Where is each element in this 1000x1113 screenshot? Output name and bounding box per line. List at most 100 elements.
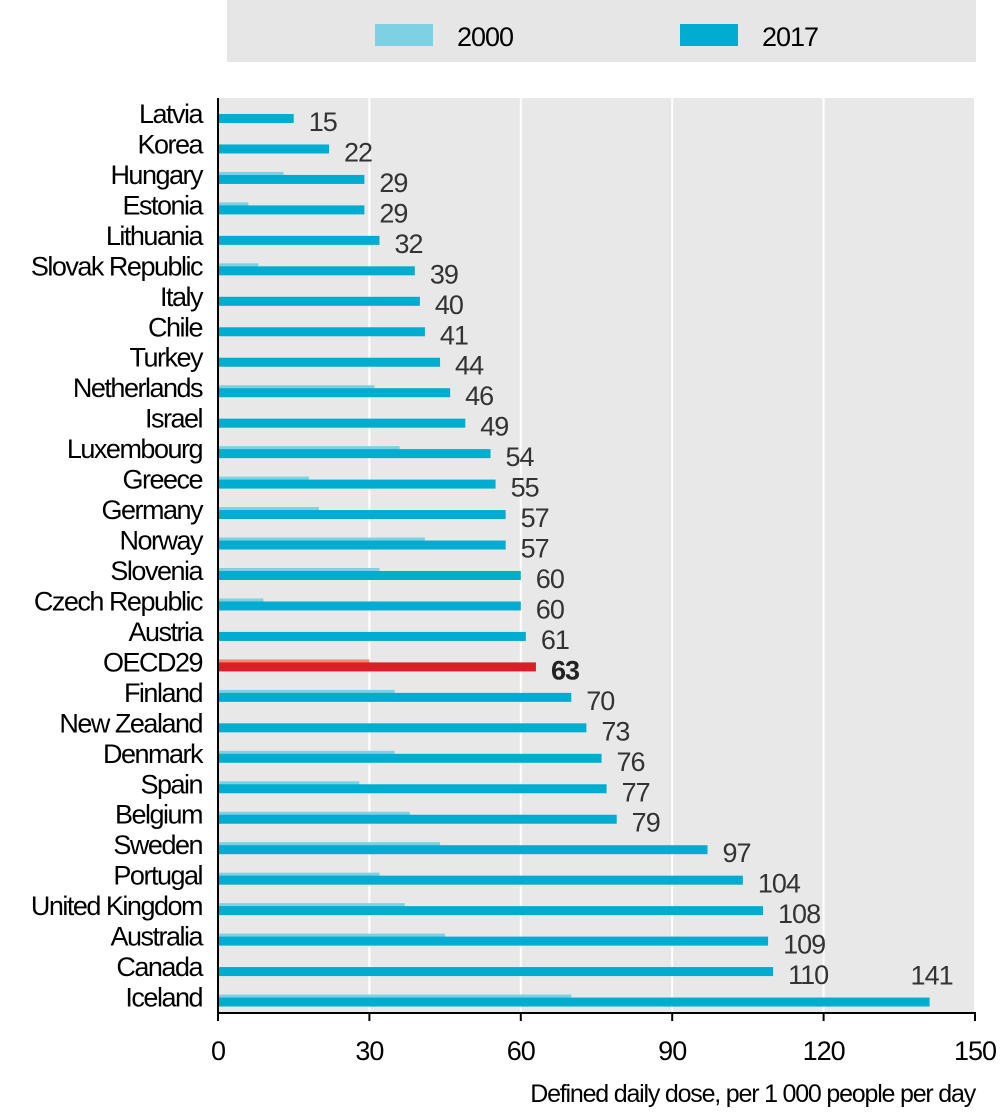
legend-swatch-2000 [375, 24, 433, 46]
category-label-oecd29: OECD29 [103, 647, 203, 677]
value-label-sweden: 97 [723, 838, 751, 868]
bar-2017-chile [218, 327, 425, 337]
bar-2017-italy [218, 296, 420, 306]
category-label-united-kingdom: United Kingdom [31, 891, 202, 921]
category-label-slovak-republic: Slovak Republic [31, 251, 203, 281]
category-label-slovenia: Slovenia [110, 556, 204, 586]
category-label-italy: Italy [160, 282, 204, 312]
value-label-hungary: 29 [379, 168, 407, 198]
category-label-turkey: Turkey [129, 343, 204, 373]
x-tick-label-60: 60 [507, 1036, 535, 1066]
x-tick-label-150: 150 [954, 1036, 996, 1066]
x-axis-title: Defined daily dose, per 1 000 people per… [530, 1080, 976, 1108]
x-tick-label-0: 0 [211, 1036, 225, 1066]
bar-2017-netherlands [218, 388, 451, 398]
value-label-finland: 70 [586, 686, 614, 716]
category-label-lithuania: Lithuania [106, 221, 205, 251]
bar-2017-austria [218, 631, 526, 641]
legend-label-2017: 2017 [762, 22, 818, 52]
value-label-greece: 55 [511, 473, 539, 503]
value-label-portugal: 104 [758, 869, 801, 899]
value-label-australia: 109 [783, 930, 825, 960]
x-tick-label-90: 90 [658, 1036, 686, 1066]
bar-2017-spain [218, 784, 607, 794]
bar-2017-canada [218, 967, 774, 977]
bars [218, 114, 930, 1007]
value-label-spain: 77 [622, 777, 650, 807]
value-label-latvia: 15 [309, 107, 337, 137]
bar-2017-denmark [218, 753, 602, 763]
bar-2017-greece [218, 479, 496, 489]
legend-background [227, 0, 976, 62]
category-label-portugal: Portugal [113, 861, 202, 891]
category-label-iceland: Iceland [125, 983, 202, 1013]
value-label-korea: 22 [344, 137, 372, 167]
bar-2017-new-zealand [218, 723, 587, 733]
bar-2017-germany [218, 510, 506, 520]
category-label-luxembourg: Luxembourg [67, 434, 203, 464]
category-label-spain: Spain [140, 769, 202, 799]
x-axis-ticks: 0 30 60 90 120 150 [211, 1012, 997, 1066]
gridlines [368, 98, 976, 1012]
category-labels: LatviaKoreaHungaryEstoniaLithuaniaSlovak… [31, 99, 206, 1013]
value-label-united-kingdom: 108 [778, 899, 820, 929]
bar-2017-belgium [218, 814, 617, 824]
category-label-korea: Korea [137, 129, 204, 159]
value-label-new-zealand: 73 [601, 716, 629, 746]
bar-2017-korea [218, 144, 330, 154]
category-label-finland: Finland [124, 678, 203, 708]
legend-label-2000: 2000 [457, 22, 513, 52]
bar-2017-portugal [218, 875, 743, 885]
category-label-denmark: Denmark [103, 739, 204, 769]
category-label-new-zealand: New Zealand [59, 708, 202, 738]
bar-2017-lithuania [218, 235, 380, 245]
value-label-israel: 49 [480, 412, 508, 442]
value-label-luxembourg: 54 [506, 442, 535, 472]
value-label-belgium: 79 [632, 808, 660, 838]
category-label-austria: Austria [128, 617, 204, 647]
category-label-canada: Canada [116, 952, 204, 982]
value-label-norway: 57 [521, 534, 549, 564]
bar-2017-finland [218, 692, 572, 702]
value-label-germany: 57 [521, 503, 549, 533]
bar-2017-hungary [218, 174, 365, 184]
value-label-turkey: 44 [455, 351, 484, 381]
bar-2017-israel [218, 418, 466, 428]
bar-2017-sweden [218, 845, 708, 855]
category-label-greece: Greece [122, 465, 202, 495]
category-label-estonia: Estonia [122, 190, 204, 220]
category-label-hungary: Hungary [110, 160, 204, 190]
bar-2017-slovak-republic [218, 266, 415, 276]
value-label-oecd29: 63 [551, 655, 580, 685]
bar-2017-united-kingdom [218, 906, 764, 916]
bar-2017-latvia [218, 114, 294, 123]
bar-2017-slovenia [218, 571, 521, 580]
category-label-australia: Australia [110, 922, 204, 952]
value-label-czech-republic: 60 [536, 594, 564, 624]
category-label-sweden: Sweden [113, 830, 202, 860]
value-label-lithuania: 32 [394, 229, 422, 259]
category-label-belgium: Belgium [115, 800, 202, 830]
bar-2017-czech-republic [218, 601, 521, 611]
value-label-italy: 40 [435, 290, 463, 320]
bar-2017-oecd29 [218, 662, 536, 672]
plot-area [218, 98, 975, 1012]
value-label-netherlands: 46 [465, 381, 493, 411]
value-labels: 1522292932394041444649545557576060616370… [309, 107, 954, 991]
value-label-canada: 110 [788, 960, 828, 990]
category-label-netherlands: Netherlands [73, 373, 203, 403]
bar-2017-norway [218, 540, 506, 550]
value-label-slovak-republic: 39 [430, 259, 458, 289]
category-label-norway: Norway [119, 526, 204, 556]
value-label-chile: 41 [440, 320, 468, 350]
legend-swatch-2017 [680, 24, 738, 46]
category-label-israel: Israel [145, 404, 203, 434]
value-label-slovenia: 60 [536, 564, 564, 594]
value-label-iceland: 141 [911, 961, 953, 991]
x-tick-label-120: 120 [803, 1036, 845, 1066]
category-label-latvia: Latvia [139, 99, 205, 129]
category-label-czech-republic: Czech Republic [34, 586, 203, 616]
category-label-chile: Chile [148, 312, 203, 342]
bar-2017-iceland [218, 997, 930, 1007]
